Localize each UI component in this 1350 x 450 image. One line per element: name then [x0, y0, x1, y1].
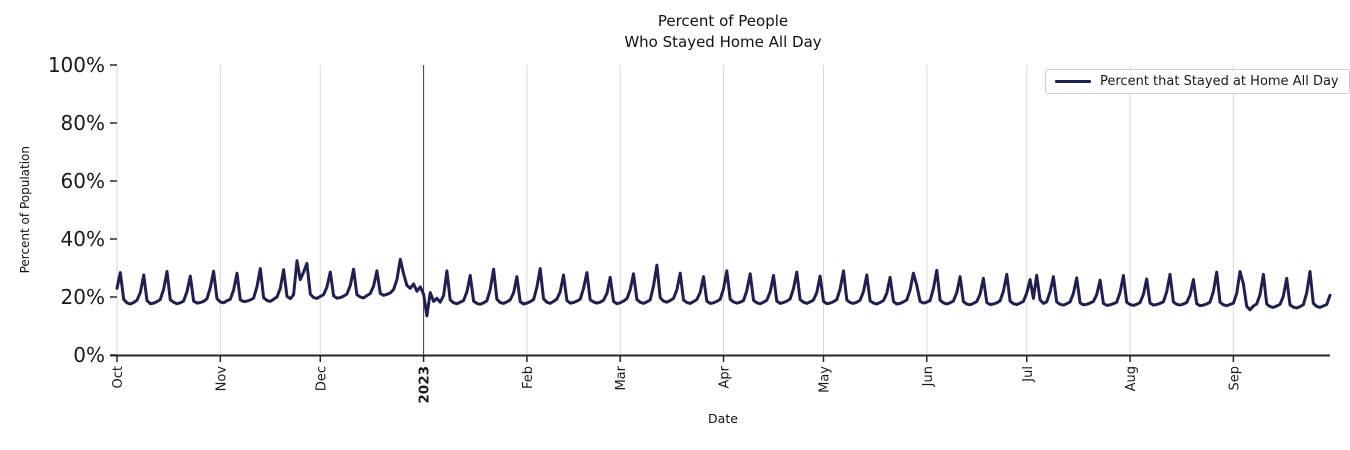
- y-tick-label: 100%: [48, 53, 105, 77]
- x-tick-label: Jun: [921, 366, 936, 387]
- x-tick-label: Nov: [214, 366, 229, 392]
- x-tick-label: Dec: [314, 366, 329, 391]
- y-tick-label: 80%: [61, 111, 105, 135]
- x-tick-label: Sep: [1227, 366, 1242, 391]
- y-tick-label: 20%: [61, 285, 105, 309]
- legend-box: Percent that Stayed at Home All Day: [1045, 69, 1350, 94]
- chart-title-line1: Percent of People: [657, 12, 789, 30]
- legend-line-swatch: [1055, 79, 1091, 84]
- x-tick-label: May: [817, 366, 832, 393]
- y-tick-label: 40%: [61, 227, 105, 251]
- x-tick-label: Aug: [1124, 366, 1139, 391]
- x-tick-label: Oct: [111, 366, 126, 388]
- y-tick-label: 60%: [61, 169, 105, 193]
- x-tick-label: Apr: [718, 365, 733, 388]
- x-tick-label: Jul: [1021, 366, 1036, 383]
- y-tick-label: 0%: [73, 343, 105, 367]
- x-tick-label: 2023: [417, 366, 433, 404]
- x-tick-label: Mar: [614, 365, 629, 390]
- x-tick-label: Feb: [521, 366, 536, 389]
- x-axis-label: Date: [708, 411, 738, 426]
- series-line: [115, 257, 1332, 318]
- chart-title: Percent of People Who Stayed Home All Da…: [0, 11, 1350, 53]
- legend-label: Percent that Stayed at Home All Day: [1100, 74, 1339, 89]
- chart-title-line2: Who Stayed Home All Day: [624, 33, 822, 51]
